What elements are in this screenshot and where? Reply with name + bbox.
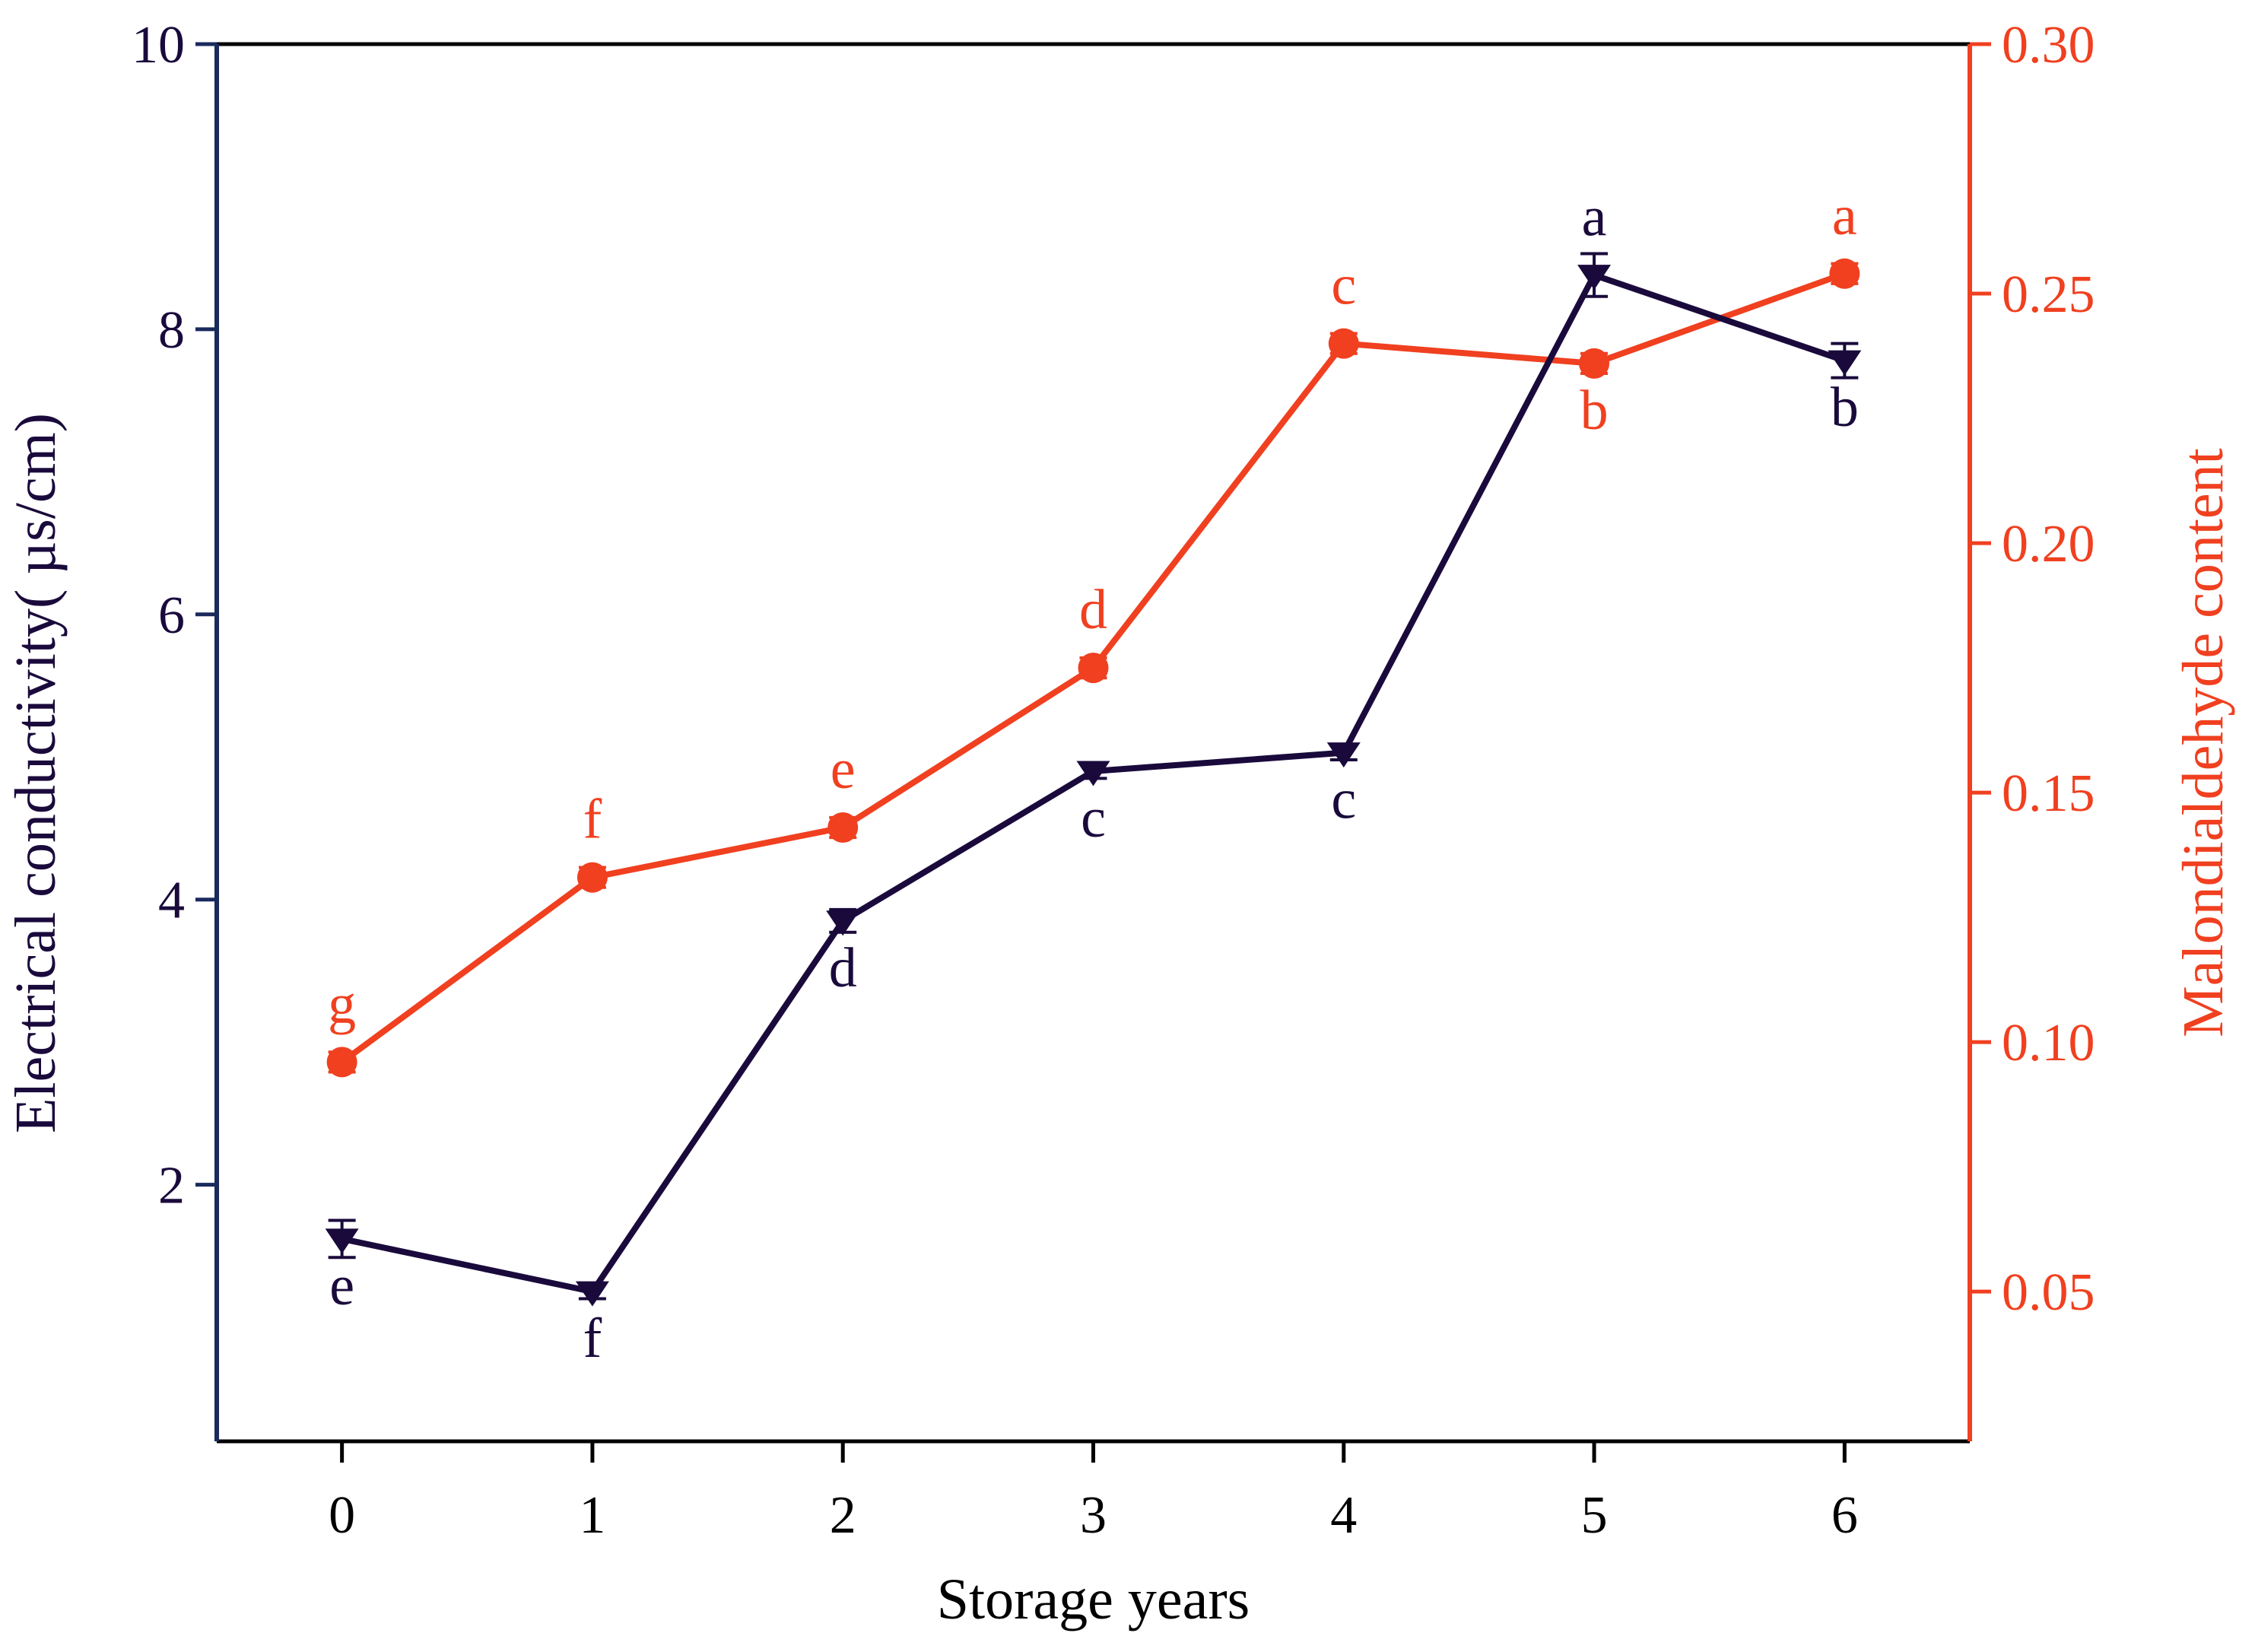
data-point	[575, 1281, 609, 1307]
data-point	[1828, 350, 1862, 376]
tick-labels: 0 1 2 3 4 5 6 2 4 6 8 10 0.05 0.10 0.15 0.20 0.25 0.30	[132, 16, 2095, 1545]
significance-label: b	[1580, 380, 1609, 442]
right-y-tick-label: 0.15	[2002, 764, 2095, 823]
significance-label: g	[328, 973, 356, 1035]
right-y-axis-title: Malondialdehyde content	[2171, 448, 2235, 1037]
significance-label: b	[1831, 376, 1859, 439]
data-point	[826, 910, 860, 936]
right-y-tick-label: 0.30	[2002, 16, 2095, 75]
series-malondialdehyde-content: g f e d c b a	[326, 185, 1860, 1078]
x-tick-label: 5	[1581, 1486, 1608, 1545]
significance-label: e	[831, 739, 856, 801]
significance-label: f	[583, 789, 602, 851]
significance-label: c	[1081, 787, 1106, 850]
left-y-tick-label: 10	[132, 16, 185, 75]
left-y-tick-label: 2	[158, 1157, 185, 1215]
x-tick-label: 4	[1330, 1486, 1357, 1545]
x-axis-title: Storage years	[937, 1568, 1250, 1631]
x-tick-label: 1	[579, 1486, 605, 1545]
significance-label: c	[1331, 769, 1356, 831]
right-y-tick-label: 0.25	[2002, 265, 2095, 324]
significance-label: e	[329, 1255, 354, 1317]
significance-label: d	[1079, 579, 1107, 641]
left-y-axis-title: Electrical conductivity( µs/cm)	[4, 413, 68, 1133]
significance-label: a	[1582, 186, 1607, 249]
tick-marks	[195, 42, 1991, 1463]
data-point	[827, 812, 859, 843]
x-tick-label: 2	[830, 1486, 856, 1545]
right-y-tick-label: 0.10	[2002, 1014, 2095, 1072]
data-point	[1577, 265, 1612, 291]
left-y-tick-label: 8	[158, 301, 185, 360]
x-tick-label: 3	[1080, 1486, 1107, 1545]
data-point	[576, 862, 608, 893]
series-electrical-conductivity: e f d c c a b	[325, 186, 1862, 1370]
significance-label: c	[1331, 255, 1356, 317]
data-point	[1829, 258, 1860, 289]
left-y-tick-label: 6	[158, 586, 185, 645]
right-y-tick-label: 0.20	[2002, 515, 2095, 573]
data-point	[1078, 653, 1109, 684]
data-point	[326, 1047, 357, 1078]
right-y-tick-label: 0.05	[2002, 1263, 2095, 1322]
data-point	[1326, 742, 1361, 768]
significance-label: d	[829, 937, 857, 999]
significance-label: a	[1832, 185, 1857, 247]
series-layer: g f e d c b a e f d c c a b	[325, 185, 1862, 1370]
left-y-tick-label: 4	[158, 872, 185, 930]
x-tick-label: 6	[1831, 1486, 1858, 1545]
data-point	[325, 1228, 359, 1254]
x-tick-label: 0	[329, 1486, 355, 1545]
data-point	[1579, 348, 1610, 379]
significance-label: f	[583, 1307, 602, 1370]
data-point	[1076, 761, 1110, 786]
data-point	[1328, 328, 1359, 359]
plot-frame	[214, 42, 1972, 1444]
